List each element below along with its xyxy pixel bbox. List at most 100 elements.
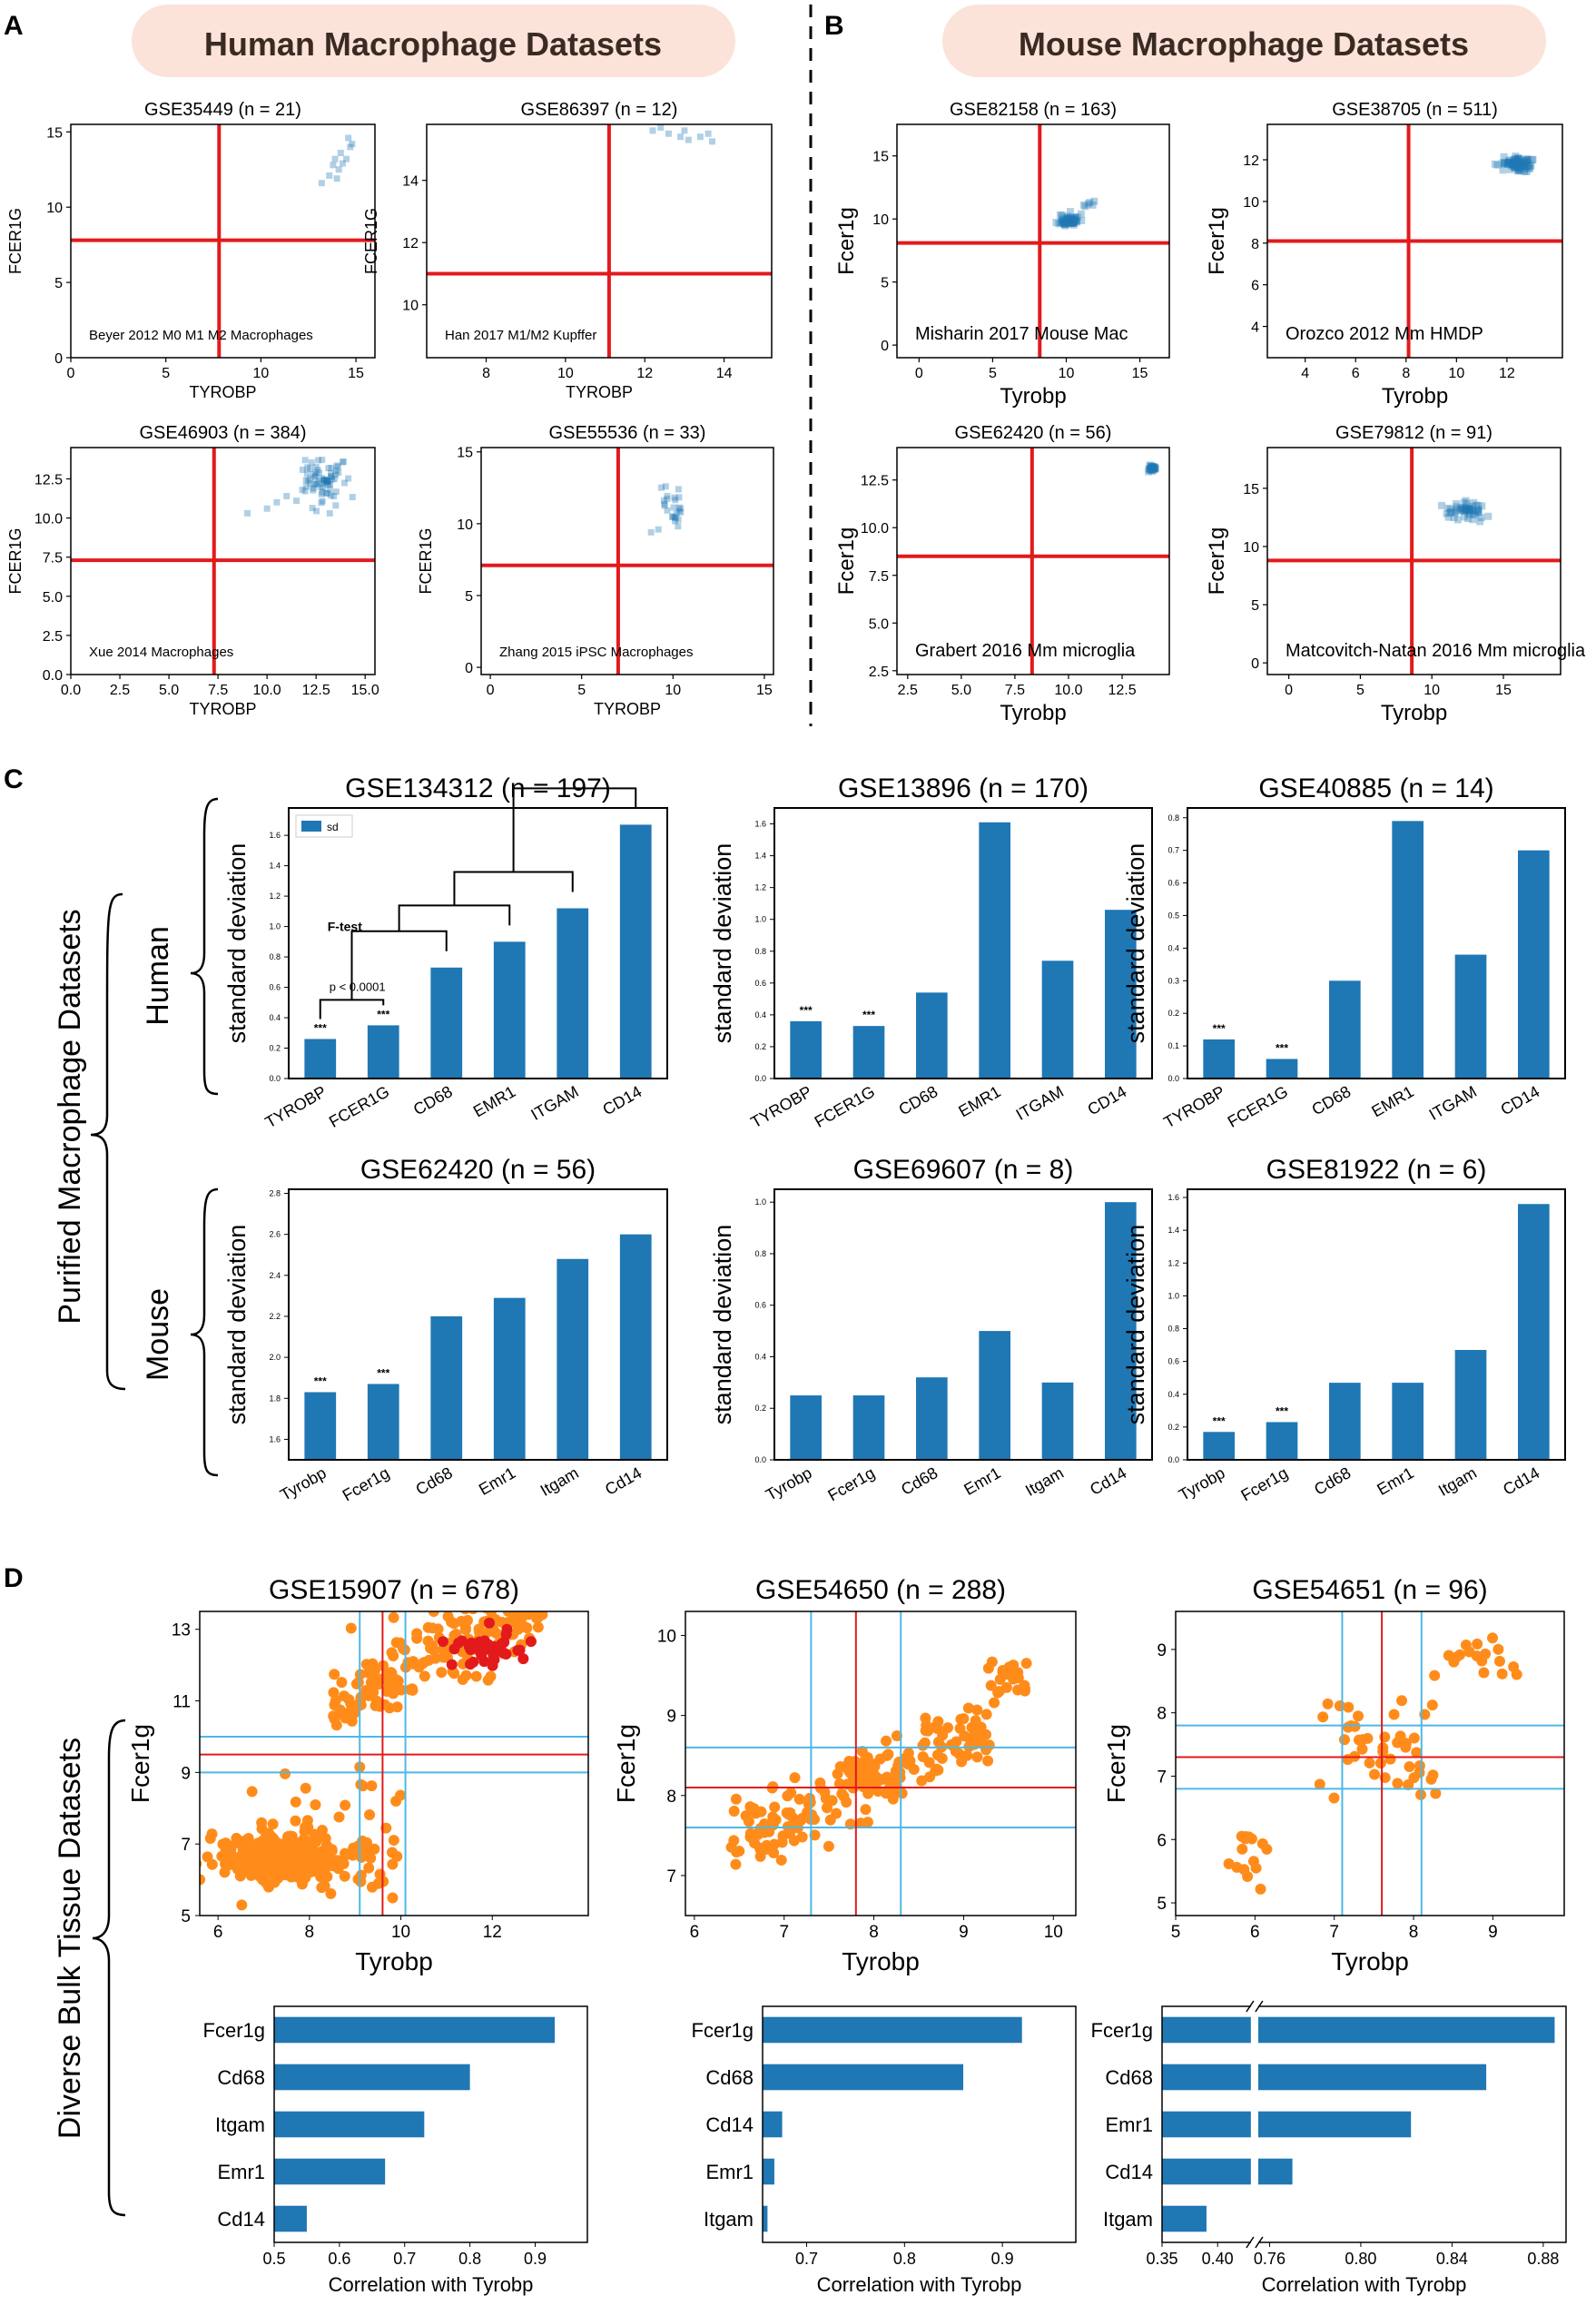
c1-bar-cd68 (430, 967, 463, 1079)
d2-point (769, 1801, 781, 1813)
c4-category-label: Emr1 (476, 1463, 518, 1499)
b2-point (1522, 167, 1531, 175)
b2-point (1514, 164, 1522, 172)
d4-xtick: 0.8 (458, 2250, 481, 2268)
c6-ytick: 0.2 (1167, 1423, 1179, 1432)
b2-point (1491, 160, 1499, 168)
c4-bar-cd68 (430, 1315, 463, 1460)
d3-point (1487, 1632, 1499, 1644)
b4-point (1437, 501, 1445, 509)
a4-ytick: 0 (465, 661, 473, 676)
c1-ylabel: standard deviation (223, 843, 251, 1044)
b3-point (1148, 463, 1156, 471)
d1-point (533, 1585, 544, 1596)
c2-ytick: 1.6 (754, 820, 766, 829)
b2-point (1506, 156, 1514, 164)
a3-point (320, 484, 327, 491)
b2-point (1501, 159, 1509, 167)
b3-ytick: 7.5 (869, 569, 889, 585)
d1-points (200, 1577, 548, 1911)
a3-ylabel: FCER1G (6, 527, 25, 594)
d5-bar-fcer1g (763, 2016, 1022, 2044)
a3-point (334, 463, 341, 470)
a4-point (669, 513, 676, 520)
a1-point (331, 155, 339, 163)
d1-point (325, 1887, 337, 1899)
b1-point (1068, 218, 1076, 226)
a4-point (664, 507, 671, 514)
b3-frame (896, 447, 1170, 675)
b1-frame (896, 123, 1170, 359)
d6-category-label: Cd68 (1105, 2066, 1153, 2089)
a1-point (318, 180, 325, 187)
a1-ytick: 5 (54, 276, 63, 291)
b2-point (1511, 159, 1519, 167)
b3-point (1147, 462, 1155, 470)
d2-point (843, 1756, 855, 1768)
a3-xtick: 10.0 (253, 683, 281, 698)
d3-title: GSE54651 (n = 96) (1252, 1575, 1487, 1605)
d1-point (256, 1817, 268, 1828)
b1-point (1060, 219, 1069, 227)
d2-point (982, 1755, 994, 1767)
d2-point (862, 1778, 873, 1789)
a4-scatter-chart: GSE55536 (n = 33) 0 5 10 15 0 5 10 15 TYROBP FCER1… (417, 423, 774, 718)
a1-xtick: 10 (252, 366, 269, 381)
b4-point (1471, 511, 1479, 519)
a3-xtick: 0.0 (61, 683, 81, 698)
a2-xlabel: TYROBP (566, 383, 633, 401)
c2-ytick: 0.0 (754, 1074, 766, 1083)
d2-ylabel: Fcer1g (612, 1724, 640, 1803)
b3-point (1148, 464, 1156, 472)
b3-point (1149, 464, 1158, 472)
c3-significance-stars: *** (1276, 1041, 1288, 1054)
b4-point (1478, 502, 1486, 510)
c4-significance-stars: *** (314, 1375, 327, 1388)
c4-bar-chart: GSE62420 (n = 56) Tyrobp Fcer1g Cd68 Emr1 Itg… (223, 1155, 668, 1504)
b2-point (1527, 162, 1535, 170)
human-brace (190, 797, 219, 1096)
b2-point (1521, 160, 1529, 168)
a1-xlabel: TYROBP (189, 383, 256, 401)
b3-point (1147, 464, 1155, 472)
d2-point (904, 1755, 916, 1767)
b4-point (1460, 498, 1468, 507)
d1-highlight-point (448, 1643, 460, 1655)
b4-ytick: 15 (1243, 482, 1259, 497)
b3-ytick: 5.0 (869, 616, 889, 632)
d3-point (1317, 1711, 1329, 1723)
a3-xtick: 12.5 (302, 683, 330, 698)
d1-point (527, 1577, 537, 1588)
d2-point (754, 1842, 765, 1854)
d2-xlabel: Tyrobp (842, 1947, 920, 1975)
human-header-pill (132, 5, 735, 77)
d1-point (381, 1670, 393, 1681)
d3-point (1392, 1778, 1404, 1789)
a1-point (343, 155, 350, 163)
d1-point (369, 1843, 380, 1855)
d4-xtick: 0.7 (393, 2250, 416, 2268)
d1-point (246, 1786, 258, 1798)
b1-title: GSE82158 (n = 163) (950, 100, 1117, 120)
d2-point (852, 1764, 863, 1776)
b3-point (1149, 464, 1158, 472)
c4-category-label: Cd68 (412, 1463, 455, 1499)
b4-title: GSE79812 (n = 91) (1335, 423, 1493, 443)
d4-frame (273, 2005, 588, 2243)
d1-point (290, 1864, 301, 1876)
b2-point (1514, 154, 1522, 163)
a3-point (330, 493, 338, 500)
c3-ytick: 0.7 (1167, 846, 1179, 855)
b4-point (1469, 507, 1477, 516)
d2-point (986, 1656, 998, 1668)
c5-ytick: 0.4 (754, 1352, 766, 1361)
a3-point (322, 478, 330, 485)
b1-point (1063, 214, 1071, 222)
d1-point (252, 1837, 264, 1849)
d1-point (241, 1834, 252, 1846)
b1-point (1069, 217, 1077, 225)
c2-category-label: FCER1G (812, 1082, 878, 1131)
c5-bar-emr1 (979, 1331, 1010, 1460)
a3-xtick: 7.5 (208, 683, 228, 698)
d3-xtick: 9 (1488, 1923, 1498, 1942)
